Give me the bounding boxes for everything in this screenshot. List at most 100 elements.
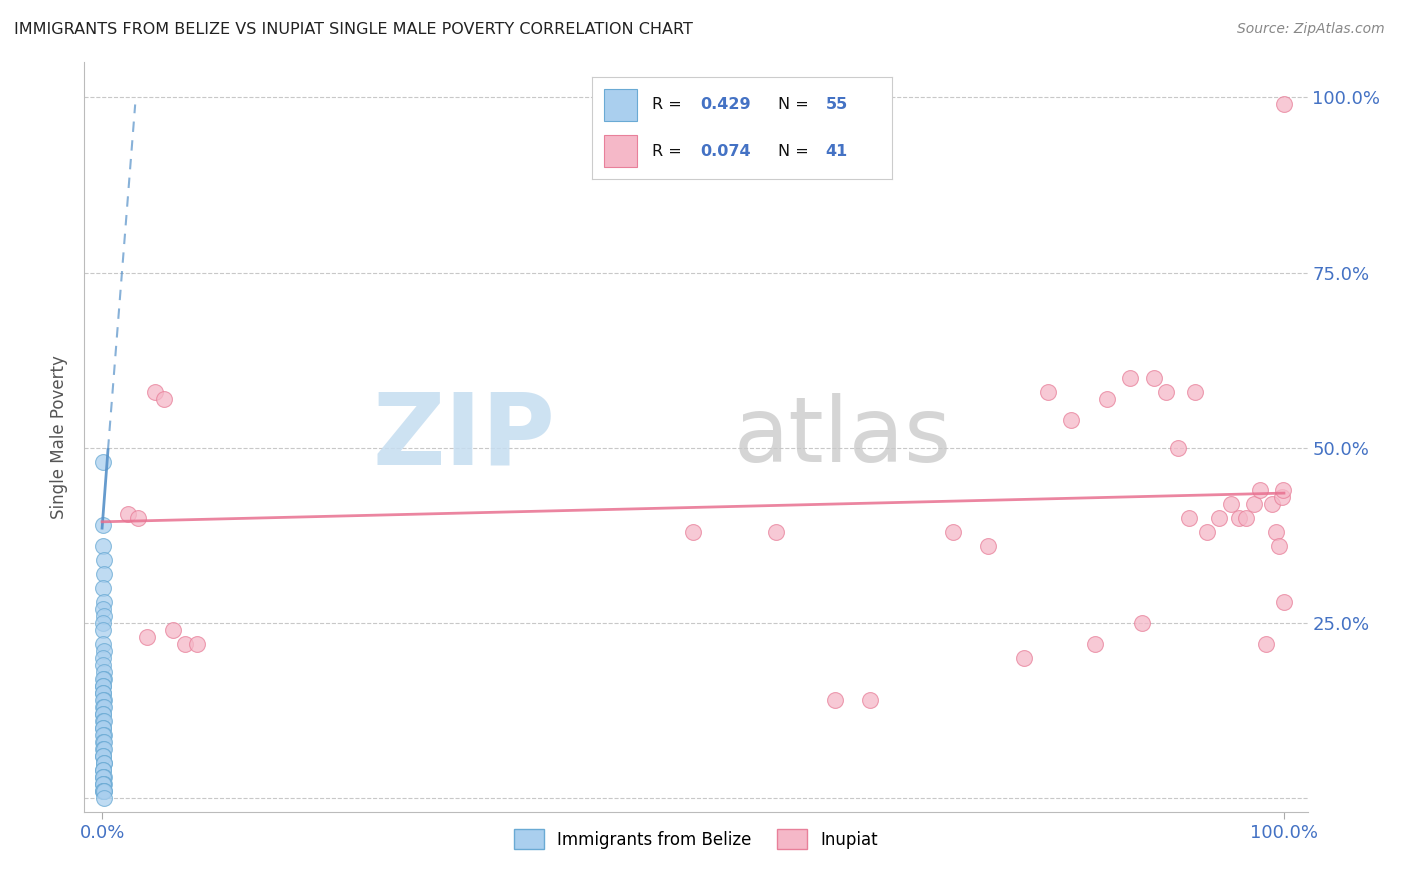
- Point: [91, 454, 114, 468]
- Point: [93, 699, 115, 714]
- Point: [91, 650, 114, 665]
- Point: [1012, 650, 1035, 665]
- Point: [91, 657, 114, 672]
- Point: [1234, 510, 1257, 524]
- Point: [173, 637, 195, 651]
- Point: [1272, 97, 1295, 112]
- Point: [91, 721, 114, 735]
- Point: [93, 770, 115, 784]
- Point: [1197, 524, 1219, 539]
- Point: [162, 623, 184, 637]
- Point: [93, 608, 115, 623]
- Point: [1249, 483, 1271, 497]
- Point: [1095, 392, 1118, 406]
- Point: [91, 699, 114, 714]
- Point: [127, 510, 149, 524]
- Point: [1272, 594, 1295, 608]
- Point: [91, 728, 114, 742]
- Point: [977, 539, 1000, 553]
- Point: [1268, 539, 1291, 553]
- Point: [765, 524, 787, 539]
- Text: ZIP: ZIP: [373, 389, 555, 485]
- Point: [1256, 637, 1278, 651]
- Point: [1227, 510, 1250, 524]
- Point: [1119, 370, 1142, 384]
- Point: [93, 783, 115, 797]
- Point: [91, 517, 114, 532]
- Point: [93, 777, 115, 791]
- Point: [91, 623, 114, 637]
- Point: [1130, 615, 1153, 630]
- Point: [859, 692, 882, 706]
- Point: [1184, 384, 1206, 399]
- Point: [117, 507, 139, 521]
- Point: [1219, 497, 1241, 511]
- Point: [1208, 510, 1230, 524]
- Point: [91, 721, 114, 735]
- Point: [91, 679, 114, 693]
- Point: [93, 756, 115, 770]
- Point: [91, 601, 114, 615]
- Point: [93, 552, 115, 566]
- Point: [93, 566, 115, 581]
- Point: [91, 679, 114, 693]
- Point: [136, 630, 159, 644]
- Point: [1178, 510, 1201, 524]
- Point: [93, 734, 115, 748]
- Point: [1243, 497, 1265, 511]
- Point: [91, 748, 114, 763]
- Point: [91, 686, 114, 700]
- Point: [91, 706, 114, 721]
- Point: [91, 637, 114, 651]
- Point: [93, 741, 115, 756]
- Point: [91, 706, 114, 721]
- Point: [1264, 524, 1286, 539]
- Point: [93, 756, 115, 770]
- Point: [91, 783, 114, 797]
- Point: [1167, 441, 1189, 455]
- Point: [91, 615, 114, 630]
- Point: [91, 763, 114, 777]
- Point: [93, 790, 115, 805]
- Point: [93, 728, 115, 742]
- Point: [91, 741, 114, 756]
- Point: [1154, 384, 1177, 399]
- Y-axis label: Single Male Poverty: Single Male Poverty: [51, 355, 69, 519]
- Point: [91, 714, 114, 728]
- Point: [1143, 370, 1166, 384]
- Point: [91, 539, 114, 553]
- Point: [91, 770, 114, 784]
- Point: [91, 686, 114, 700]
- Point: [91, 763, 114, 777]
- Point: [1084, 637, 1107, 651]
- Point: [91, 777, 114, 791]
- Point: [1271, 483, 1294, 497]
- Point: [143, 384, 166, 399]
- Point: [824, 692, 846, 706]
- Point: [91, 734, 114, 748]
- Point: [93, 783, 115, 797]
- Point: [1036, 384, 1059, 399]
- Point: [91, 783, 114, 797]
- Point: [91, 672, 114, 686]
- Legend: Immigrants from Belize, Inupiat: Immigrants from Belize, Inupiat: [508, 822, 884, 855]
- Point: [91, 748, 114, 763]
- Point: [91, 770, 114, 784]
- Point: [93, 692, 115, 706]
- Text: IMMIGRANTS FROM BELIZE VS INUPIAT SINGLE MALE POVERTY CORRELATION CHART: IMMIGRANTS FROM BELIZE VS INUPIAT SINGLE…: [14, 22, 693, 37]
- Point: [93, 714, 115, 728]
- Point: [186, 637, 208, 651]
- Point: [91, 777, 114, 791]
- Point: [942, 524, 965, 539]
- Point: [93, 665, 115, 679]
- Text: atlas: atlas: [734, 393, 952, 481]
- Point: [682, 524, 704, 539]
- Text: Source: ZipAtlas.com: Source: ZipAtlas.com: [1237, 22, 1385, 37]
- Point: [152, 392, 174, 406]
- Point: [1271, 490, 1294, 504]
- Point: [93, 594, 115, 608]
- Point: [1060, 412, 1083, 426]
- Point: [93, 672, 115, 686]
- Point: [91, 581, 114, 595]
- Point: [93, 643, 115, 657]
